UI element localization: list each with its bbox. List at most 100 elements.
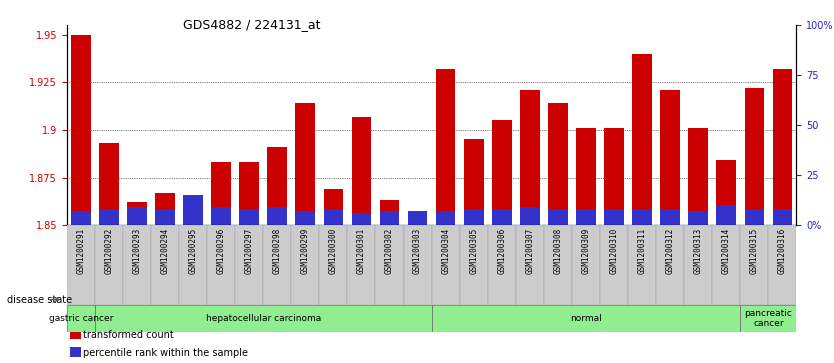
Bar [179,225,207,305]
Bar [71,35,91,225]
Bar [572,225,600,305]
Text: GSM1200301: GSM1200301 [357,228,366,274]
Text: GSM1200314: GSM1200314 [721,228,731,274]
Bar [544,225,572,305]
Text: GSM1200294: GSM1200294 [160,228,169,274]
Text: GSM1200293: GSM1200293 [133,228,142,274]
Bar [239,162,259,225]
Bar [404,225,432,305]
Bar [520,207,540,225]
Text: GSM1200313: GSM1200313 [694,228,703,274]
Bar [239,209,259,225]
Bar [604,209,624,225]
Bar [745,88,764,225]
Bar [99,143,118,225]
Bar [352,117,371,225]
Text: GSM1200302: GSM1200302 [385,228,394,274]
Bar [688,211,708,225]
Bar [183,214,203,225]
Bar [576,209,595,225]
Bar [211,162,231,225]
Bar [95,225,123,305]
Bar [70,347,81,357]
Bar [127,207,147,225]
Text: GDS4882 / 224131_at: GDS4882 / 224131_at [183,18,321,31]
Text: GSM1200307: GSM1200307 [525,228,535,274]
Bar [432,305,741,332]
Text: GSM1200292: GSM1200292 [104,228,113,274]
Bar [632,54,652,225]
Bar [515,225,544,305]
Bar [632,209,652,225]
Bar [604,128,624,225]
Text: GSM1200310: GSM1200310 [610,228,619,274]
Text: GSM1200312: GSM1200312 [666,228,675,274]
Text: GSM1200297: GSM1200297 [244,228,254,274]
Bar [661,209,680,225]
Bar [155,209,175,225]
Bar [291,225,319,305]
Bar [408,211,427,225]
Text: GSM1200305: GSM1200305 [470,228,478,274]
Bar [379,200,399,225]
Text: GSM1200298: GSM1200298 [273,228,282,274]
Bar [67,305,95,332]
Text: GSM1200311: GSM1200311 [638,228,646,274]
Bar [600,225,628,305]
Text: GSM1200291: GSM1200291 [76,228,85,274]
Text: hepatocellular carcinoma: hepatocellular carcinoma [205,314,321,323]
Bar [268,207,287,225]
Text: gastric cancer: gastric cancer [48,314,113,323]
Bar [268,147,287,225]
Bar [408,214,427,225]
Bar [432,225,460,305]
Bar [264,225,291,305]
Text: GSM1200315: GSM1200315 [750,228,759,274]
Bar [99,209,118,225]
Text: GSM1200308: GSM1200308 [554,228,562,274]
Text: GSM1200306: GSM1200306 [497,228,506,274]
Bar [741,305,796,332]
Text: GSM1200309: GSM1200309 [581,228,590,274]
Bar [375,225,404,305]
Text: GSM1200300: GSM1200300 [329,228,338,274]
Bar [548,103,568,225]
Bar [235,225,264,305]
Bar [661,90,680,225]
Bar [183,195,203,225]
Bar [352,213,371,225]
Bar [576,128,595,225]
Bar [684,225,712,305]
Bar [207,225,235,305]
Bar [741,225,768,305]
Bar [211,207,231,225]
Bar [745,209,764,225]
Bar [656,225,684,305]
Text: disease state: disease state [7,294,72,305]
Bar [127,202,147,225]
Bar [436,211,455,225]
Bar [548,209,568,225]
Bar [716,160,736,225]
Bar [151,225,179,305]
Bar [492,121,511,225]
Text: GSM1200304: GSM1200304 [441,228,450,274]
Bar [379,211,399,225]
Text: GSM1200299: GSM1200299 [301,228,309,274]
Bar [71,211,91,225]
Bar [464,209,484,225]
Bar [712,225,741,305]
Text: GSM1200316: GSM1200316 [778,228,787,274]
Bar [628,225,656,305]
Bar [716,205,736,225]
Bar [348,225,375,305]
Bar [295,103,315,225]
Bar [688,128,708,225]
Text: normal: normal [570,314,602,323]
Bar [123,225,151,305]
Bar [324,189,343,225]
Text: GSM1200303: GSM1200303 [413,228,422,274]
Bar [67,225,95,305]
Bar [295,211,315,225]
Text: pancreatic
cancer: pancreatic cancer [745,309,792,328]
